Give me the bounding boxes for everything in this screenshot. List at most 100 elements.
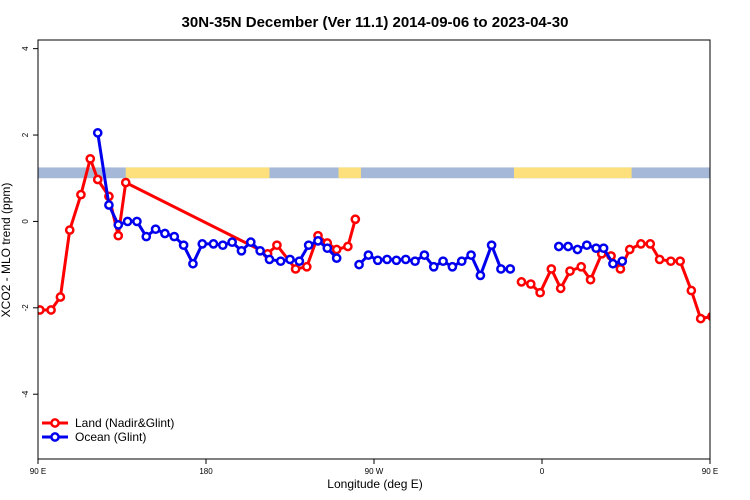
data-point [85, 153, 96, 164]
data-point [122, 216, 133, 227]
data-point [264, 254, 275, 265]
data-point [46, 305, 56, 315]
data-point [236, 245, 247, 256]
data-point [141, 231, 152, 242]
data-point [132, 216, 142, 227]
data-point [303, 240, 314, 251]
data-point [245, 237, 256, 248]
y-tick-label: 2 [21, 132, 30, 137]
data-point [410, 256, 420, 267]
data-point [322, 243, 333, 254]
x-tick-label: 90 E [702, 467, 718, 476]
data-point [563, 241, 573, 252]
band-land-segment [125, 167, 270, 179]
data-point [160, 228, 170, 239]
data-point [516, 277, 527, 287]
data-point [486, 240, 497, 251]
data-point [400, 254, 411, 265]
data-point [505, 264, 516, 274]
data-point [496, 264, 506, 274]
data-point [624, 244, 635, 255]
data-point [466, 250, 476, 260]
data-point [391, 255, 402, 266]
data-point [475, 270, 486, 281]
y-axis-label: XCO2 - MLO trend (ppm) [0, 183, 13, 318]
data-point [350, 214, 361, 225]
data-point [636, 239, 646, 249]
y-tick-label: -2 [21, 304, 30, 312]
legend-label: Land (Nadir&Glint) [75, 416, 174, 430]
data-point [695, 313, 706, 324]
data-point [92, 128, 103, 138]
data-point [331, 244, 342, 255]
data-point [438, 256, 448, 267]
series-line [39, 157, 357, 312]
data-point [598, 243, 609, 254]
data-point [428, 261, 439, 272]
data-point [188, 258, 198, 269]
data-point [535, 287, 545, 298]
data-point [343, 241, 353, 252]
y-tick-label: 4 [21, 46, 30, 51]
data-point [736, 293, 743, 300]
legend: Land (Nadir&Glint)Ocean (Glint) [42, 416, 174, 444]
data-point [113, 220, 124, 230]
legend-marker [50, 432, 60, 442]
data-point [591, 243, 601, 254]
data-point [64, 225, 75, 235]
data-point [645, 239, 656, 249]
data-point [76, 189, 86, 200]
data-point [665, 256, 676, 267]
y-tick-label: -4 [21, 390, 30, 398]
data-point [553, 241, 564, 252]
data-point [419, 250, 430, 260]
data-point [654, 254, 665, 265]
data-point [555, 283, 566, 294]
data-point [92, 174, 103, 185]
data-point [120, 177, 131, 188]
data-point [581, 240, 592, 251]
data-point [546, 264, 557, 274]
data-point [104, 200, 114, 210]
data-point [565, 266, 575, 276]
legend-label: Ocean (Glint) [75, 430, 146, 444]
data-point [272, 240, 282, 251]
data-point [150, 224, 161, 235]
data-point [38, 305, 45, 315]
data-point [718, 306, 725, 313]
x-axis: 90 E 180 90 W 0 90 E [30, 459, 718, 476]
data-point [525, 279, 536, 289]
data-point [217, 240, 228, 251]
data-point [572, 244, 583, 255]
plot-frame [37, 39, 711, 460]
band-land-segment [514, 167, 632, 179]
data-point [727, 306, 734, 313]
data-point [208, 239, 219, 249]
x-axis-label: Longitude (deg E) [327, 477, 422, 491]
data-point [608, 258, 618, 269]
data-point [585, 274, 596, 285]
data-point [197, 239, 208, 249]
data-point [707, 311, 710, 321]
data-point [382, 254, 392, 265]
y-axis: -4 -2 0 2 4 [21, 46, 38, 398]
x-tick-label: 90 E [30, 467, 46, 476]
data-point [354, 259, 364, 270]
data-point [615, 264, 626, 274]
data-point [363, 250, 374, 260]
legend-marker [50, 418, 60, 428]
band-ocean [38, 167, 710, 179]
data-point [301, 261, 312, 272]
data-point [313, 236, 323, 246]
data-point [576, 261, 587, 272]
band-land-segment [338, 167, 361, 179]
data-point [275, 256, 286, 267]
data-point [686, 285, 697, 296]
data-point [294, 256, 305, 267]
data-point [746, 226, 750, 233]
y-tick-label: 0 [21, 219, 30, 224]
data-point [169, 231, 180, 242]
series-ocean [92, 128, 628, 281]
x-tick-label: 90 W [365, 467, 384, 476]
